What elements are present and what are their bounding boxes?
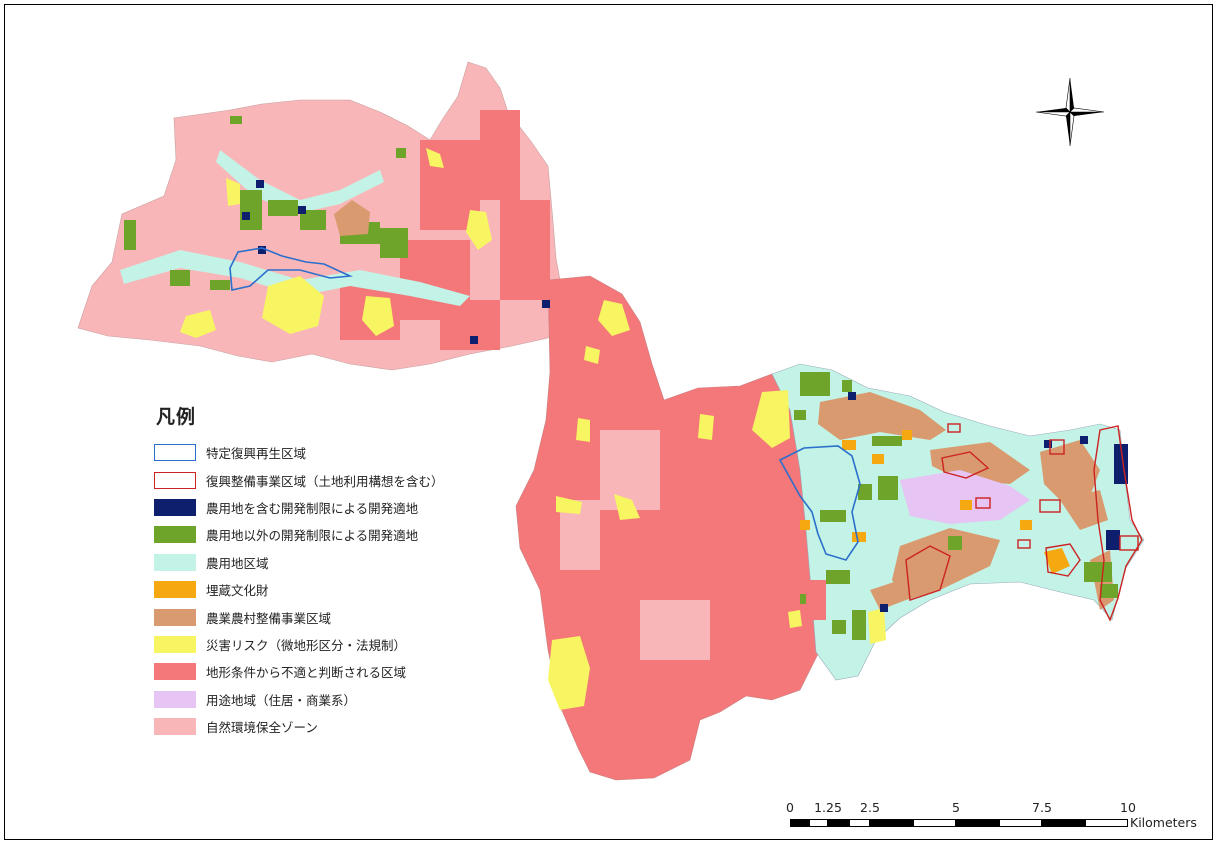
scale-tick-label: 0 [786,800,794,815]
scale-segment [809,819,828,827]
scale-tick-label: 7.5 [1032,800,1052,815]
legend: 凡例 特定復興再生区域復興整備事業区域（土地利用構想を含む） 農用地を含む開発制限… [154,402,494,740]
legend-title: 凡例 [156,406,197,428]
developable-with-farmland-east [848,392,1128,612]
legend-label: 復興整備事業区域（土地利用構想を含む） [206,473,444,489]
legend-swatch [154,444,196,462]
legend-label: 特定復興再生区域 [206,446,307,462]
scale-segment [1042,819,1085,827]
legend-label: 農用地以外の開発制限による開発適地 [206,528,419,544]
legend-swatch [154,635,196,653]
legend-swatch [154,690,196,708]
scale-segment [1085,819,1128,827]
legend-label: 埋蔵文化財 [206,583,269,599]
legend-item: 災害リスク（微地形区分・法規制） [154,631,494,658]
hazard-areas [180,148,886,710]
scale-segment [913,819,956,827]
legend-label: 自然環境保全ゾーン [206,720,318,736]
legend-item: 自然環境保全ゾーン [154,713,494,740]
reconstruction-project-areas [905,423,1143,622]
legend-label: 地形条件から不適と判断される区域 [206,665,407,681]
legend-items: 特定復興再生区域復興整備事業区域（土地利用構想を含む） 農用地を含む開発制限による… [154,439,494,740]
scale-unit: Kilometers [1130,815,1197,830]
legend-label: 農用地区域 [206,555,269,571]
legend-item: 農用地を含む開発制限による開発適地 [154,494,494,521]
north-arrow-icon [1035,77,1105,147]
scale-segment [870,819,913,827]
scale-segment [956,819,999,827]
agri-improvement-west [334,200,370,236]
scale-segment [790,819,809,827]
farmland-zone [120,150,470,306]
middle-lobe [515,275,821,781]
legend-item: 農用地区域 [154,549,494,576]
legend-item: 用途地域（住居・商業系） [154,686,494,713]
legend-swatch [154,581,196,599]
legend-swatch [154,471,196,489]
legend-label: 農用地を含む開発制限による開発適地 [206,500,419,516]
legend-item: 埋蔵文化財 [154,576,494,603]
specific-reconstruction-zone [229,247,861,561]
legend-swatch [154,718,196,736]
legend-label: 農業農村整備事業区域 [206,610,332,626]
zoning-residential [900,470,1030,524]
legend-swatch [154,498,196,516]
scale-segment [849,819,870,827]
legend-label: 用途地域（住居・商業系） [206,692,357,708]
legend-item: 地形条件から不適と判断される区域 [154,658,494,685]
legend-item: 農業農村整備事業区域 [154,603,494,630]
legend-swatch [154,608,196,626]
scale-segment [999,819,1042,827]
legend-item: 復興整備事業区域（土地利用構想を含む） [154,466,494,493]
scale-tick-label: 10 [1120,800,1136,815]
scale-tick-label: 1.25 [814,800,842,815]
legend-swatch [154,553,196,571]
developable-non-farm-east [794,372,1118,640]
legend-swatch [154,663,196,681]
legend-item: 特定復興再生区域 [154,439,494,466]
scale-tick-label: 5 [952,800,960,815]
legend-item: 農用地以外の開発制限による開発適地 [154,521,494,548]
conservation-pattern [560,430,710,660]
scale-tick-label: 2.5 [860,800,880,815]
archaeological-sites [800,430,1070,574]
scale-bar: 0 1.25 2.5 5 7.5 10 Kilometers [786,800,1206,834]
unsuitable-east [780,500,826,620]
legend-swatch [154,526,196,544]
scale-segment [828,819,849,827]
legend-label: 災害リスク（微地形区分・法規制） [206,637,407,653]
